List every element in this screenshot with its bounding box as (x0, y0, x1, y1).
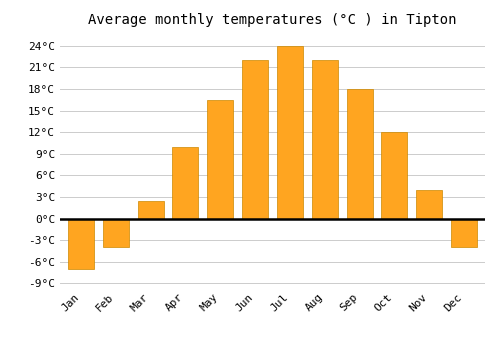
Bar (68, 219, 94, 269)
Bar (138, 201, 164, 219)
Bar (102, 219, 129, 247)
Bar (172, 147, 199, 219)
Title: Average monthly temperatures (°C ) in Tipton: Average monthly temperatures (°C ) in Ti… (88, 13, 457, 27)
Bar (312, 60, 338, 219)
Bar (382, 132, 407, 219)
Bar (277, 46, 303, 219)
Bar (242, 60, 268, 219)
Bar (451, 219, 477, 247)
Bar (416, 190, 442, 219)
Bar (346, 89, 372, 219)
Bar (207, 100, 234, 219)
